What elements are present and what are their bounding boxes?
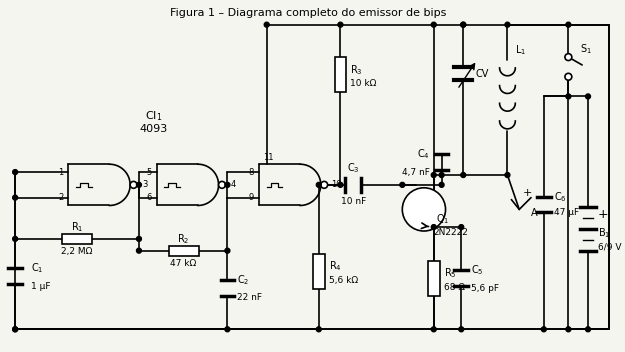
Text: R$_4$: R$_4$ — [329, 259, 341, 273]
Text: C$_1$: C$_1$ — [31, 262, 43, 275]
Text: 1 μF: 1 μF — [31, 282, 51, 290]
Circle shape — [566, 94, 571, 99]
Circle shape — [12, 195, 18, 200]
Circle shape — [565, 73, 572, 80]
Circle shape — [566, 22, 571, 27]
Circle shape — [505, 172, 510, 177]
Circle shape — [439, 182, 444, 187]
Bar — [169, 246, 199, 256]
Text: 3: 3 — [142, 180, 148, 189]
Circle shape — [461, 172, 466, 177]
Circle shape — [219, 181, 226, 188]
Circle shape — [566, 327, 571, 332]
Circle shape — [431, 327, 436, 332]
Text: 47 μF: 47 μF — [554, 208, 579, 217]
Text: 10: 10 — [331, 180, 342, 189]
Text: Figura 1 – Diagrama completo do emissor de bips: Figura 1 – Diagrama completo do emissor … — [170, 8, 447, 18]
Text: 10 nF: 10 nF — [341, 197, 366, 206]
Text: R$_2$: R$_2$ — [177, 232, 189, 246]
Circle shape — [321, 181, 328, 188]
Text: C$_3$: C$_3$ — [347, 161, 359, 175]
Text: C$_6$: C$_6$ — [554, 190, 566, 203]
Text: R$_3$: R$_3$ — [350, 63, 363, 77]
Text: R$_1$: R$_1$ — [71, 220, 83, 234]
Text: 47 kΩ: 47 kΩ — [170, 259, 196, 268]
Text: +: + — [522, 188, 532, 198]
Circle shape — [338, 22, 343, 27]
Bar — [313, 254, 324, 289]
Circle shape — [565, 54, 572, 61]
Text: 6: 6 — [146, 193, 152, 202]
Text: +: + — [598, 208, 609, 221]
Circle shape — [338, 182, 343, 187]
Circle shape — [402, 188, 446, 231]
Circle shape — [431, 22, 436, 27]
Circle shape — [586, 327, 591, 332]
Circle shape — [225, 182, 230, 187]
Text: 5,6 pF: 5,6 pF — [471, 283, 499, 293]
Text: A: A — [531, 208, 538, 218]
Text: 2,2 MΩ: 2,2 MΩ — [61, 247, 92, 256]
Bar — [334, 57, 346, 93]
Text: 2: 2 — [58, 193, 63, 202]
Circle shape — [400, 182, 405, 187]
Text: 9: 9 — [249, 193, 254, 202]
Circle shape — [225, 248, 230, 253]
Bar — [62, 234, 92, 244]
Text: CV: CV — [475, 69, 488, 79]
Circle shape — [12, 327, 18, 332]
Text: 5,6 kΩ: 5,6 kΩ — [329, 276, 357, 285]
Circle shape — [461, 22, 466, 27]
Circle shape — [316, 327, 321, 332]
Circle shape — [541, 327, 546, 332]
Circle shape — [136, 237, 141, 241]
Circle shape — [439, 172, 444, 177]
Circle shape — [12, 237, 18, 241]
Circle shape — [586, 94, 591, 99]
Text: C$_5$: C$_5$ — [471, 263, 484, 277]
Circle shape — [12, 327, 18, 332]
Circle shape — [136, 182, 141, 187]
Text: 68 Ω: 68 Ω — [444, 283, 465, 291]
Bar — [428, 260, 439, 296]
Text: L$_1$: L$_1$ — [515, 43, 526, 57]
Text: B$_1$: B$_1$ — [598, 226, 610, 240]
Circle shape — [461, 22, 466, 27]
Circle shape — [225, 327, 230, 332]
Circle shape — [431, 172, 436, 177]
Text: R$_5$: R$_5$ — [444, 266, 456, 280]
Circle shape — [130, 181, 137, 188]
Circle shape — [136, 248, 141, 253]
Circle shape — [264, 22, 269, 27]
Text: CI$_1$: CI$_1$ — [145, 109, 162, 123]
Text: C$_2$: C$_2$ — [238, 273, 249, 287]
Text: 22 nF: 22 nF — [238, 293, 262, 302]
Text: 4,7 nF: 4,7 nF — [402, 168, 430, 177]
Circle shape — [505, 22, 510, 27]
Text: 5: 5 — [146, 168, 152, 177]
Circle shape — [431, 225, 436, 230]
Text: 4: 4 — [231, 180, 236, 189]
Text: C$_4$: C$_4$ — [417, 147, 430, 161]
Circle shape — [12, 170, 18, 175]
Text: 2N2222: 2N2222 — [434, 228, 469, 238]
Text: Q$_1$: Q$_1$ — [436, 212, 449, 226]
Circle shape — [459, 225, 464, 230]
Text: 4093: 4093 — [139, 124, 168, 134]
Text: 11: 11 — [262, 153, 273, 162]
Text: 1: 1 — [58, 168, 63, 177]
Text: 10 kΩ: 10 kΩ — [350, 79, 377, 88]
Circle shape — [316, 182, 321, 187]
Text: S$_1$: S$_1$ — [580, 42, 592, 56]
Text: 8: 8 — [249, 168, 254, 177]
Circle shape — [459, 327, 464, 332]
Text: 6/9 V: 6/9 V — [598, 242, 621, 251]
